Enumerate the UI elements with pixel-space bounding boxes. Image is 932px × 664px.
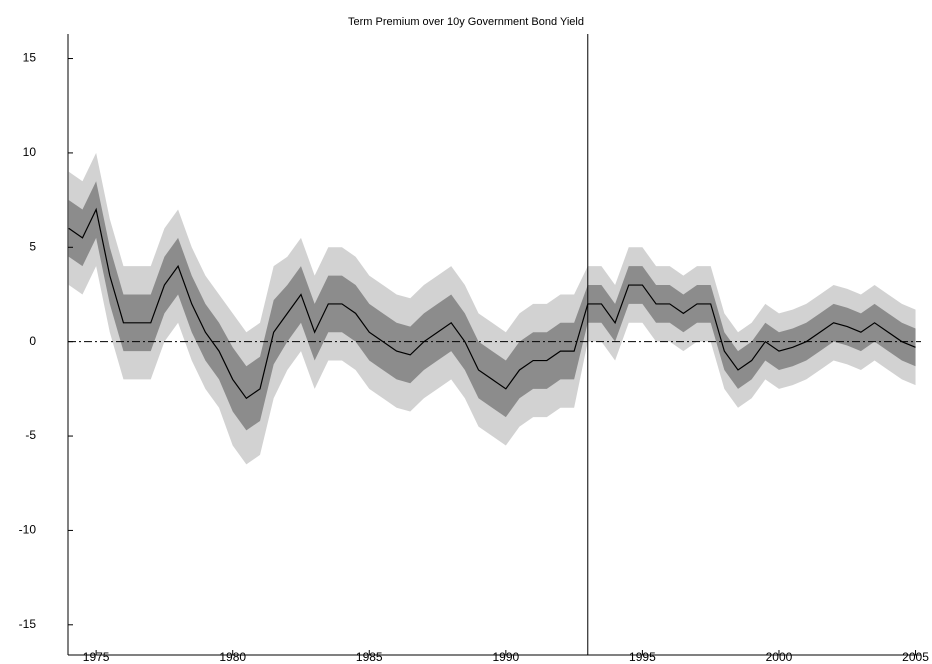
x-tick-label: 1980 [219,650,246,664]
fan-band [68,181,916,431]
y-tick-label: -15 [19,617,37,631]
y-tick-label: 15 [23,51,37,65]
y-tick-label: 10 [23,145,37,159]
x-tick-label: 1985 [356,650,383,664]
chart-title: Term Premium over 10y Government Bond Yi… [348,16,584,28]
median-line [68,207,916,400]
y-tick-label: 5 [29,239,36,253]
x-tick-label: 2000 [766,650,793,664]
x-tick-label: 2005 [902,650,929,664]
x-tick-label: 1995 [629,650,656,664]
x-tick-label: 1990 [492,650,519,664]
y-tick-label: 0 [29,334,36,348]
y-tick-label: -5 [25,428,36,442]
x-tick-label: 1975 [83,650,110,664]
y-tick-label: -10 [19,523,37,537]
